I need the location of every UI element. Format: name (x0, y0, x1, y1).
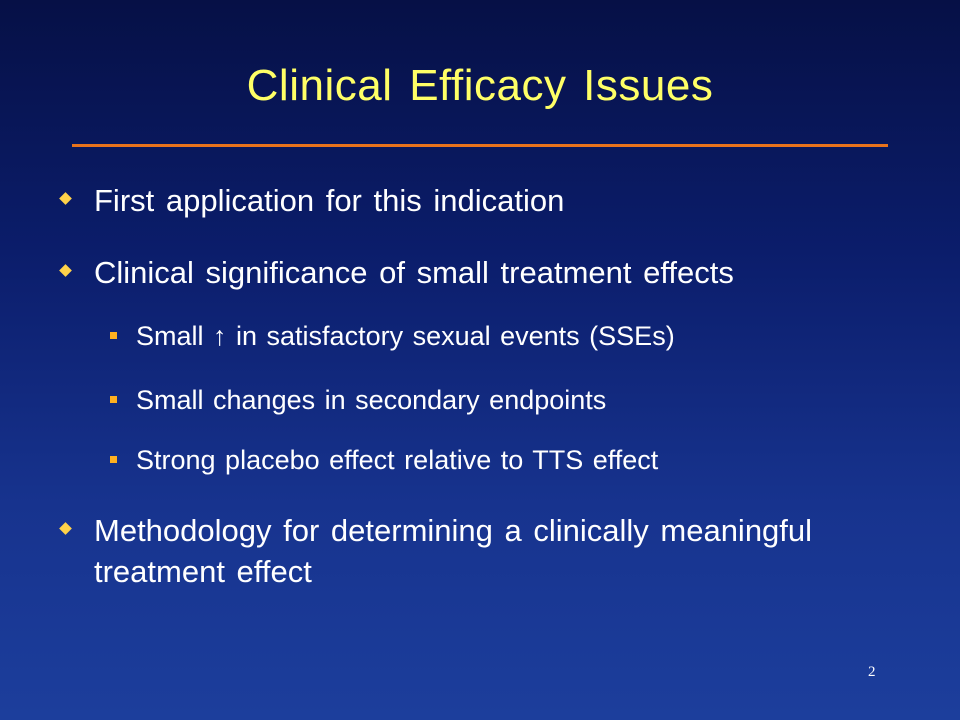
slide-title: Clinical Efficacy Issues (246, 61, 714, 110)
sub-bullet-item: Small ↑ in satisfactory sexual events (S… (110, 318, 675, 354)
diamond-bullet-icon (59, 264, 72, 277)
title-divider (72, 144, 888, 147)
square-bullet-icon (110, 332, 117, 339)
bullet-item: First application for this indication (59, 180, 565, 221)
sub-bullet-text: Strong placebo effect relative to TTS ef… (136, 445, 659, 475)
bullet-text: Clinical significance of small treatment… (94, 255, 734, 290)
diamond-bullet-icon (59, 522, 72, 535)
bullet-item: Clinical significance of small treatment… (59, 252, 734, 293)
bullet-text: Methodology for determining a clinically… (94, 513, 813, 589)
square-bullet-icon (110, 456, 117, 463)
sub-bullet-item: Small changes in secondary endpoints (110, 382, 607, 418)
diamond-bullet-icon (59, 192, 72, 205)
square-bullet-icon (110, 396, 117, 403)
sub-bullet-text: Small changes in secondary endpoints (136, 385, 607, 415)
bullet-item: Methodology for determining a clinically… (59, 510, 814, 592)
sub-bullet-item: Strong placebo effect relative to TTS ef… (110, 442, 659, 478)
page-number: 2 (868, 664, 876, 680)
bullet-text: First application for this indication (94, 183, 565, 218)
sub-bullet-text: Small ↑ in satisfactory sexual events (S… (136, 321, 675, 351)
